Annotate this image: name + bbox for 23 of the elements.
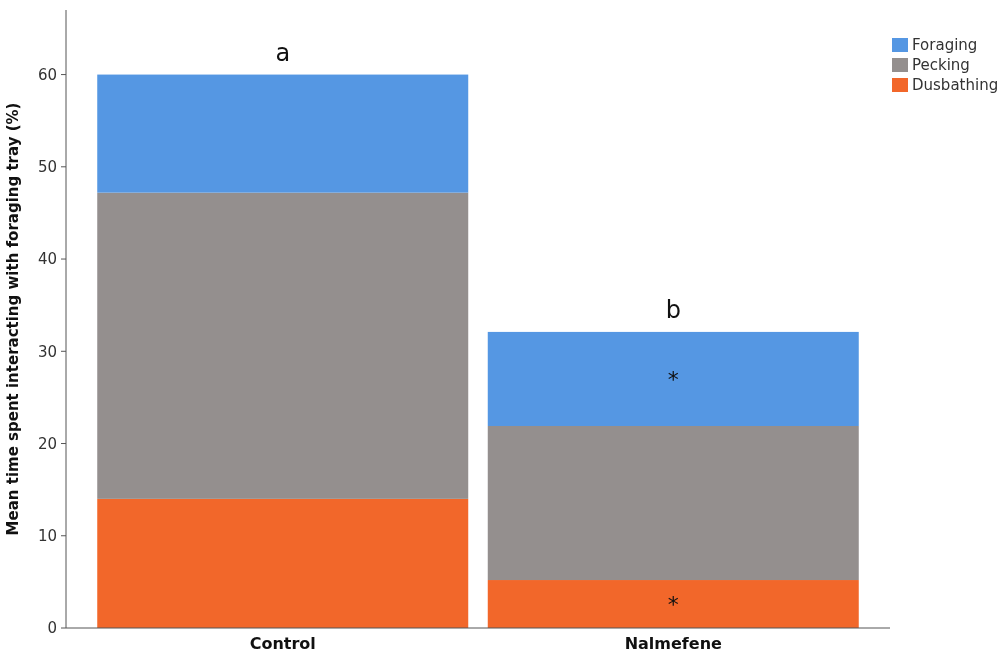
y-tick-label: 60 (37, 65, 57, 84)
bar (97, 192, 469, 499)
legend-label: Foraging (912, 36, 978, 55)
x-tick-label: Control (249, 634, 316, 653)
bar (97, 74, 469, 193)
bar (487, 426, 859, 581)
x-tick-label: Nalmefene (624, 634, 723, 653)
legend-label: Pecking (912, 56, 970, 75)
y-tick-label: 10 (37, 527, 57, 546)
annotation: b (665, 295, 681, 324)
bar (487, 331, 859, 426)
annotation: * (667, 366, 679, 392)
bar (487, 580, 859, 628)
y-axis-title: Mean time spent interacting with foraging tray (%) (4, 102, 22, 536)
annotation: * (667, 592, 679, 618)
annotation: a (275, 38, 291, 67)
bar (97, 498, 469, 628)
y-tick-label: 50 (37, 158, 57, 177)
y-tick-label: 20 (37, 434, 57, 453)
legend-label: Dusbathing (912, 76, 999, 95)
y-tick-label: 40 (37, 250, 57, 269)
y-tick-label: 0 (47, 619, 57, 638)
y-tick-label: 30 (37, 342, 57, 361)
